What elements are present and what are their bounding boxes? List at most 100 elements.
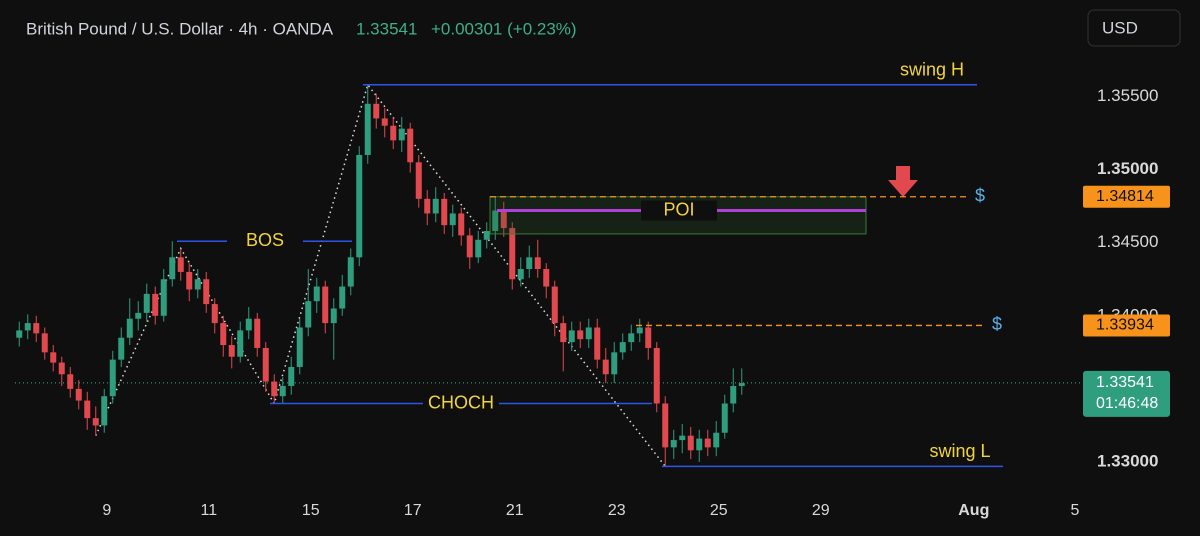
candle-body <box>687 435 694 451</box>
candle-body <box>526 257 533 270</box>
candle-body <box>194 279 201 290</box>
candle-body <box>475 239 482 258</box>
candle-body <box>322 286 329 324</box>
candle-body <box>160 279 167 316</box>
candle-body <box>177 257 184 272</box>
candle-body <box>356 154 363 258</box>
candle-body <box>84 400 91 419</box>
candle-body <box>449 213 456 226</box>
candle-body <box>211 304 218 324</box>
candle-body <box>432 198 439 214</box>
last-price: 1.33541 <box>356 19 417 38</box>
x-tick-label: 25 <box>710 502 728 519</box>
candle-body <box>143 293 150 313</box>
candle-body <box>611 352 618 375</box>
level-label: BOS <box>246 230 284 250</box>
last-price-tag <box>1083 370 1170 417</box>
candle-body <box>33 323 40 334</box>
price-tag <box>1083 314 1170 337</box>
x-tick-label: 15 <box>302 502 320 519</box>
candle-body <box>186 271 193 290</box>
candle-body <box>551 286 558 324</box>
candle-body <box>24 323 31 331</box>
currency-button[interactable] <box>1087 9 1181 47</box>
candle-body <box>721 403 728 433</box>
candle-body <box>254 318 261 348</box>
candle-body <box>517 269 524 280</box>
down-arrow <box>888 166 918 197</box>
candle-body <box>492 210 499 231</box>
countdown: 01:46:48 <box>1096 395 1158 412</box>
candle-body <box>288 366 295 386</box>
x-tick-label: 17 <box>404 502 422 519</box>
candle-body <box>696 438 703 451</box>
candle-body <box>390 125 397 141</box>
candle-body <box>203 279 210 305</box>
candle-body <box>653 347 660 404</box>
label-gap <box>423 393 499 414</box>
candle-body <box>662 403 669 448</box>
candle-body <box>585 327 592 340</box>
level-label: swing L <box>929 441 990 461</box>
x-tick-label: 5 <box>1070 502 1079 519</box>
y-tick-label: 1.34500 <box>1097 232 1158 251</box>
price-tag-label: 1.34814 <box>1096 188 1154 205</box>
candle-body <box>738 383 745 386</box>
candle-body <box>373 103 380 119</box>
candle-body <box>169 257 176 280</box>
y-tick-label: 1.35500 <box>1097 86 1158 105</box>
candle-body <box>679 435 686 441</box>
x-tick-label: 11 <box>200 502 217 519</box>
candle-body <box>500 210 507 229</box>
candle-body <box>534 257 541 270</box>
candle-body <box>271 381 278 397</box>
x-tick-label: 23 <box>608 502 626 519</box>
x-tick-label: Aug <box>958 502 989 519</box>
candle-body <box>594 327 601 360</box>
price-tag <box>1083 185 1170 208</box>
liquidity-label: $ <box>992 314 1002 334</box>
candle-body <box>245 318 252 331</box>
candle-body <box>628 333 635 343</box>
candle-body <box>364 103 371 155</box>
candle-body <box>424 198 431 214</box>
candle-body <box>305 301 312 328</box>
candle-body <box>398 128 405 141</box>
candle-body <box>41 333 48 353</box>
x-tick-label: 21 <box>506 502 524 519</box>
symbol-title: British Pound / U.S. Dollar · 4h · OANDA <box>26 19 334 38</box>
candle-body <box>602 359 609 375</box>
candle-body <box>347 257 354 287</box>
label-gap <box>641 200 717 221</box>
candle-body <box>543 269 550 287</box>
price-change: +0.00301 (+0.23%) <box>431 19 577 38</box>
candle-body <box>262 347 269 382</box>
candle-body <box>713 432 720 448</box>
candle-body <box>118 337 125 360</box>
liquidity-label: $ <box>975 186 985 206</box>
level-label: POI <box>663 199 694 219</box>
currency-label[interactable]: USD <box>1102 18 1138 37</box>
candle-body <box>67 374 74 389</box>
last-price-tag-label: 1.33541 <box>1096 374 1154 391</box>
candle-body <box>670 440 677 448</box>
candle-body <box>407 128 414 163</box>
candle-body <box>135 312 142 319</box>
candle-body <box>466 235 473 258</box>
candle-body <box>560 323 567 343</box>
candle-body <box>109 359 116 397</box>
candle-body <box>237 330 244 357</box>
y-tick-label: 1.33000 <box>1097 451 1158 470</box>
candle-body <box>92 418 99 426</box>
candle-body <box>220 323 227 346</box>
candle-body <box>730 385 737 404</box>
x-tick-label: 9 <box>102 502 111 519</box>
label-gap <box>227 231 303 252</box>
price-tag-label: 1.33934 <box>1096 317 1154 334</box>
candle-body <box>483 230 490 240</box>
candle-body <box>50 352 57 363</box>
y-tick-label: 1.35000 <box>1097 159 1158 178</box>
candle-body <box>619 342 626 353</box>
candle-body <box>458 213 465 236</box>
